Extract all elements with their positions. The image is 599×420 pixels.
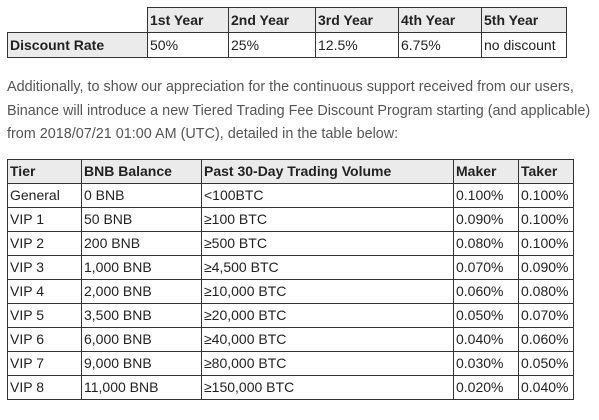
intro-paragraph: Additionally, to show our appreciation f… xyxy=(7,79,591,142)
discount-header-year-2: 2nd Year xyxy=(228,7,316,33)
tier-cell-trading-volume: ≥500 BTC xyxy=(201,231,454,256)
tier-fee-table: Tier BNB Balance Past 30-Day Trading Vol… xyxy=(7,159,574,400)
discount-header-row: 1st Year 2nd Year 3rd Year 4th Year 5th … xyxy=(7,7,567,33)
tier-cell-trading-volume: ≥10,000 BTC xyxy=(201,279,454,304)
tier-cell-taker: 0.080% xyxy=(518,279,574,304)
discount-header-year-1: 1st Year xyxy=(147,7,229,33)
tier-cell-taker: 0.100% xyxy=(518,183,574,208)
tier-cell-taker: 0.070% xyxy=(518,303,574,328)
table-row: VIP 5 3,500 BNB ≥20,000 BTC 0.050% 0.070% xyxy=(7,303,574,328)
tier-cell-maker: 0.040% xyxy=(453,327,519,352)
tier-cell-tier: VIP 6 xyxy=(7,327,82,352)
tier-header-bnb-balance: BNB Balance xyxy=(81,159,202,184)
tier-cell-trading-volume: ≥150,000 BTC xyxy=(201,375,454,400)
tier-cell-trading-volume: ≥4,500 BTC xyxy=(201,255,454,280)
tier-cell-bnb-balance: 200 BNB xyxy=(81,231,202,256)
discount-rate-year-4: 6.75% xyxy=(398,32,482,58)
table-row: VIP 4 2,000 BNB ≥10,000 BTC 0.060% 0.080% xyxy=(7,279,574,304)
tier-cell-bnb-balance: 6,000 BNB xyxy=(81,327,202,352)
discount-header-year-3: 3rd Year xyxy=(315,7,399,33)
tier-cell-taker: 0.060% xyxy=(518,327,574,352)
table-row: VIP 3 1,000 BNB ≥4,500 BTC 0.070% 0.090% xyxy=(7,255,574,280)
tier-cell-bnb-balance: 9,000 BNB xyxy=(81,351,202,376)
tier-cell-trading-volume: ≥20,000 BTC xyxy=(201,303,454,328)
tier-cell-tier: VIP 2 xyxy=(7,231,82,256)
tier-cell-maker: 0.080% xyxy=(453,231,519,256)
tier-cell-maker: 0.090% xyxy=(453,207,519,232)
discount-rate-year-2: 25% xyxy=(228,32,316,58)
discount-header-year-5: 5th Year xyxy=(481,7,567,33)
tier-cell-tier: VIP 8 xyxy=(7,375,82,400)
discount-rate-table: 1st Year 2nd Year 3rd Year 4th Year 5th … xyxy=(7,7,567,58)
tier-cell-bnb-balance: 0 BNB xyxy=(81,183,202,208)
tier-cell-taker: 0.050% xyxy=(518,351,574,376)
tier-header-tier: Tier xyxy=(7,159,82,184)
tier-header-maker: Maker xyxy=(453,159,519,184)
table-row: VIP 1 50 BNB ≥100 BTC 0.090% 0.100% xyxy=(7,207,574,232)
discount-header-year-4: 4th Year xyxy=(398,7,482,33)
table-row: VIP 6 6,000 BNB ≥40,000 BTC 0.040% 0.060% xyxy=(7,327,574,352)
tier-cell-tier: VIP 3 xyxy=(7,255,82,280)
tier-cell-trading-volume: ≥80,000 BTC xyxy=(201,351,454,376)
table-row: General 0 BNB <100BTC 0.100% 0.100% xyxy=(7,183,574,208)
tier-cell-tier: VIP 1 xyxy=(7,207,82,232)
tier-cell-maker: 0.030% xyxy=(453,351,519,376)
tier-cell-taker: 0.100% xyxy=(518,231,574,256)
discount-header-corner xyxy=(7,7,148,33)
tier-cell-bnb-balance: 3,500 BNB xyxy=(81,303,202,328)
tier-cell-bnb-balance: 2,000 BNB xyxy=(81,279,202,304)
tier-cell-maker: 0.060% xyxy=(453,279,519,304)
tier-cell-trading-volume: ≥40,000 BTC xyxy=(201,327,454,352)
table-row: VIP 8 11,000 BNB ≥150,000 BTC 0.020% 0.040% xyxy=(7,375,574,400)
tier-table-header-row: Tier BNB Balance Past 30-Day Trading Vol… xyxy=(7,159,574,184)
discount-rate-year-5: no discount xyxy=(481,32,567,58)
tier-cell-maker: 0.100% xyxy=(453,183,519,208)
tier-cell-tier: VIP 7 xyxy=(7,351,82,376)
discount-rate-year-3: 12.5% xyxy=(315,32,399,58)
tier-header-trading-volume: Past 30-Day Trading Volume xyxy=(201,159,454,184)
table-row: VIP 7 9,000 BNB ≥80,000 BTC 0.030% 0.050% xyxy=(7,351,574,376)
tier-table-body: General 0 BNB <100BTC 0.100% 0.100% VIP 1 50 B… xyxy=(7,183,574,400)
tier-cell-trading-volume: ≥100 BTC xyxy=(201,207,454,232)
tier-cell-bnb-balance: 1,000 BNB xyxy=(81,255,202,280)
tier-cell-tier: General xyxy=(7,183,82,208)
table-row: VIP 2 200 BNB ≥500 BTC 0.080% 0.100% xyxy=(7,231,574,256)
tier-cell-trading-volume: <100BTC xyxy=(201,183,454,208)
tier-cell-maker: 0.050% xyxy=(453,303,519,328)
tier-cell-taker: 0.090% xyxy=(518,255,574,280)
discount-rate-year-1: 50% xyxy=(147,32,229,58)
tier-cell-bnb-balance: 11,000 BNB xyxy=(81,375,202,400)
tier-header-taker: Taker xyxy=(518,159,574,184)
tier-cell-taker: 0.040% xyxy=(518,375,574,400)
discount-rate-label: Discount Rate xyxy=(7,32,148,58)
tier-cell-bnb-balance: 50 BNB xyxy=(81,207,202,232)
tier-cell-tier: VIP 5 xyxy=(7,303,82,328)
discount-rate-row: Discount Rate 50% 25% 12.5% 6.75% no dis… xyxy=(7,32,567,58)
tier-cell-maker: 0.020% xyxy=(453,375,519,400)
tier-cell-taker: 0.100% xyxy=(518,207,574,232)
tier-cell-maker: 0.070% xyxy=(453,255,519,280)
tier-cell-tier: VIP 4 xyxy=(7,279,82,304)
